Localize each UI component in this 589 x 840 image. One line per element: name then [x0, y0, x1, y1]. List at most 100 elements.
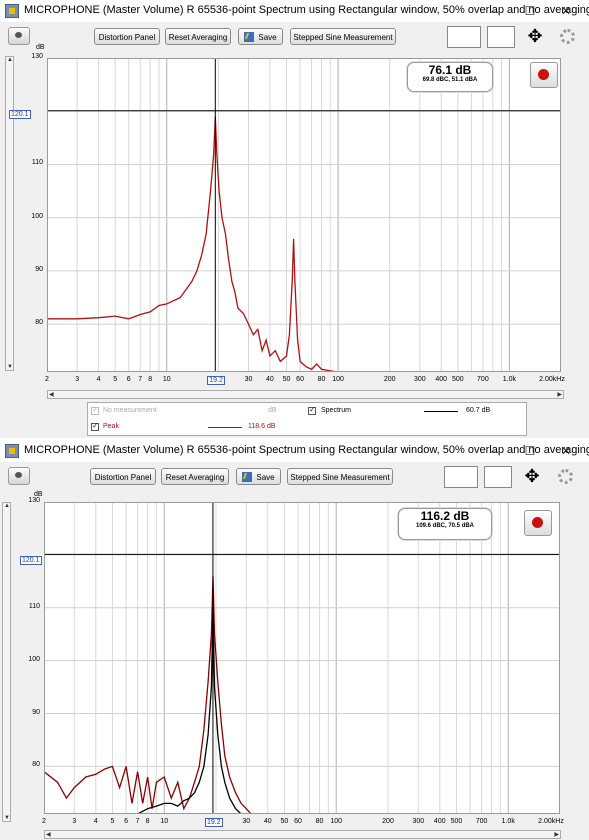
- x-tick-label: 5: [113, 376, 118, 383]
- x-tick-label: 7: [135, 818, 140, 825]
- spectrum-chart[interactable]: [47, 58, 561, 372]
- x-tick-label: 200: [383, 376, 396, 383]
- x-tick-label: 2: [45, 376, 49, 383]
- title-bar: MICROPHONE (Master Volume) R 65536-point…: [0, 0, 589, 22]
- rew-window-bottom: MICROPHONE (Master Volume) R 65536-point…: [0, 440, 589, 840]
- x-tick-label: 400: [435, 376, 448, 383]
- close-button[interactable]: ✕: [560, 444, 572, 458]
- rew-window-top: MICROPHONE (Master Volume) R 65536-point…: [0, 0, 589, 438]
- x-tick-label: 5: [110, 818, 115, 825]
- spl-weighted: 109.6 dBC, 70.5 dBA: [415, 523, 475, 529]
- x-tick-label: 500: [452, 376, 464, 383]
- split-view-icon[interactable]: [487, 26, 515, 48]
- x-tick-label: 6: [124, 818, 129, 825]
- legend-panel: No measurement dB Spectrum 60.7 dB Peak …: [87, 402, 527, 436]
- cursor-y-readout: 120.1: [20, 556, 42, 565]
- save-label: Save: [258, 33, 277, 42]
- x-tick-label: 100: [330, 818, 343, 825]
- close-button[interactable]: ✕: [560, 4, 572, 18]
- minimize-button[interactable]: –: [490, 4, 498, 18]
- record-button[interactable]: [530, 62, 558, 88]
- y-tick-label: 90: [35, 265, 43, 273]
- y-tick-label: 90: [32, 708, 40, 716]
- scroll-right-icon[interactable]: ▶: [554, 832, 559, 838]
- x-tick-label: 8: [148, 376, 153, 383]
- app-icon: [5, 4, 19, 18]
- save-button[interactable]: Save: [236, 468, 281, 485]
- x-tick-label: 700: [475, 818, 488, 825]
- spl-value: 116.2 dB: [420, 509, 470, 523]
- no-measurement-unit: dB: [268, 407, 277, 414]
- x-tick-label: 19.2: [204, 818, 223, 827]
- horizontal-scrollbar[interactable]: ◀ ▶: [47, 390, 564, 399]
- y-unit-label: dB: [36, 44, 45, 51]
- x-tick-label: 80: [315, 818, 324, 825]
- vertical-scrollbar[interactable]: ▲ ▼: [5, 56, 14, 371]
- x-tick-label: 2.00kHz: [539, 376, 565, 383]
- reset-averaging-button[interactable]: Reset Averaging: [161, 468, 229, 485]
- scroll-up-icon[interactable]: ▲: [7, 57, 13, 63]
- window-title: MICROPHONE (Master Volume) R 65536-point…: [24, 4, 589, 16]
- horizontal-scrollbar[interactable]: ◀ ▶: [44, 830, 561, 839]
- no-measurement-checkbox[interactable]: [91, 405, 99, 415]
- x-tick-label: 6: [126, 376, 131, 383]
- x-tick-label: 60: [296, 376, 304, 383]
- y-tick-label: 110: [31, 159, 43, 167]
- x-tick-label: 4: [96, 376, 101, 383]
- x-tick-label: 300: [412, 818, 425, 825]
- toolbar: Distortion Panel Reset Averaging Save St…: [0, 462, 589, 492]
- capture-icon[interactable]: [8, 27, 30, 45]
- spectrum-label: Spectrum: [321, 407, 351, 414]
- spl-meter-view-icon[interactable]: [444, 466, 478, 488]
- spectrum-checkbox[interactable]: [308, 405, 316, 415]
- y-tick-label: 100: [28, 655, 40, 663]
- x-tick-label: 19.2: [207, 376, 225, 385]
- y-tick-label: 80: [35, 319, 43, 327]
- move-arrows-icon[interactable]: ✥: [527, 26, 543, 46]
- x-tick-label: 80: [317, 376, 326, 383]
- scroll-down-icon[interactable]: ▼: [7, 364, 13, 370]
- x-tick-label: 40: [263, 818, 272, 825]
- scroll-right-icon[interactable]: ▶: [557, 392, 562, 398]
- record-button[interactable]: [524, 510, 552, 536]
- distortion-panel-button[interactable]: Distortion Panel: [90, 468, 156, 485]
- legend-row-peak: Peak 118.6 dB: [88, 420, 526, 435]
- x-tick-label: 100: [332, 376, 344, 383]
- scroll-left-icon[interactable]: ◀: [49, 392, 54, 398]
- maximize-button[interactable]: ☐: [524, 4, 536, 18]
- x-tick-label: 400: [433, 818, 446, 825]
- move-arrows-icon[interactable]: ✥: [524, 466, 540, 486]
- series-peak-line: [47, 116, 561, 372]
- x-tick-label: 40: [266, 376, 274, 383]
- save-button[interactable]: Save: [238, 28, 283, 45]
- scroll-down-icon[interactable]: ▼: [4, 815, 10, 821]
- scroll-up-icon[interactable]: ▲: [4, 503, 10, 509]
- window-divider: [0, 438, 589, 440]
- minimize-button[interactable]: –: [490, 444, 498, 458]
- peak-swatch: [208, 427, 242, 428]
- reset-averaging-button[interactable]: Reset Averaging: [165, 28, 231, 45]
- toolbar: Distortion Panel Reset Averaging Save St…: [0, 22, 589, 52]
- stepped-sine-button[interactable]: Stepped Sine Measurement: [287, 468, 393, 485]
- x-tick-label: 10: [162, 376, 171, 383]
- scroll-left-icon[interactable]: ◀: [46, 832, 51, 838]
- spl-meter-view-icon[interactable]: [447, 26, 481, 48]
- x-tick-label: 10: [160, 818, 169, 825]
- gear-icon[interactable]: [560, 29, 575, 44]
- gear-icon[interactable]: [558, 469, 573, 484]
- split-view-icon[interactable]: [484, 466, 512, 488]
- series-spectrum-line: [137, 607, 242, 814]
- distortion-panel-button[interactable]: Distortion Panel: [94, 28, 160, 45]
- vertical-scrollbar[interactable]: ▲ ▼: [2, 502, 11, 822]
- capture-icon[interactable]: [8, 467, 30, 485]
- peak-checkbox[interactable]: [91, 421, 99, 431]
- x-tick-label: 200: [382, 818, 394, 825]
- spl-readout: 116.2 dB 109.6 dBC, 70.5 dBA: [398, 508, 492, 540]
- maximize-button[interactable]: ☐: [524, 444, 536, 458]
- spectrum-value: 60.7 dB: [466, 407, 491, 414]
- save-icon: [242, 472, 253, 482]
- spl-readout: 76.1 dB 69.8 dBC, 51.1 dBA: [407, 62, 493, 92]
- no-measurement-label: No measurement: [103, 407, 157, 414]
- stepped-sine-button[interactable]: Stepped Sine Measurement: [290, 28, 396, 45]
- spectrum-chart[interactable]: [44, 502, 560, 814]
